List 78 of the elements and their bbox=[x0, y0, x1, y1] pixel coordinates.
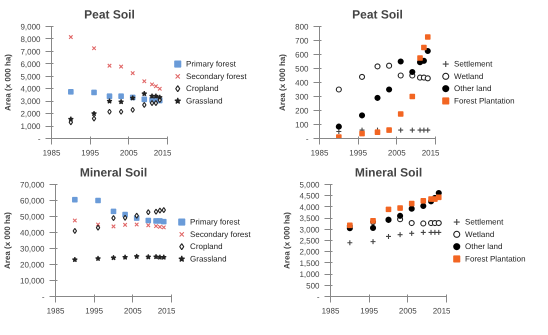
legend-label: Other land bbox=[465, 242, 502, 252]
y-tick-label: 30,000 bbox=[20, 244, 46, 254]
legend-label: Secondary forest bbox=[190, 230, 252, 239]
y-tick-label: 1,500 bbox=[299, 258, 320, 268]
x-tick-label: 2015 bbox=[154, 148, 172, 158]
y-axis-title: Area (x 000 ha) bbox=[3, 212, 12, 269]
y-tick-label: 60,000 bbox=[20, 196, 46, 206]
chart-title: Mineral Soil bbox=[80, 166, 148, 180]
y-tick-label: 1,000 bbox=[20, 122, 42, 132]
x-tick-label: 2005 bbox=[398, 306, 418, 316]
y-tick-label: 2,500 bbox=[299, 236, 320, 246]
y-tick-label: 50,000 bbox=[20, 212, 46, 222]
y-tick-label: 500 bbox=[306, 281, 320, 290]
x-tick-label: 2015 bbox=[158, 306, 176, 316]
legend-label: Grassland bbox=[186, 96, 223, 106]
chart-title: Peat Soil bbox=[352, 8, 403, 22]
y-tick-label: 70,000 bbox=[20, 180, 46, 190]
legend-label: Settlement bbox=[454, 60, 494, 69]
y-tick-label: 2,000 bbox=[20, 110, 42, 119]
legend-label: Forest Plantation bbox=[465, 254, 526, 264]
legend-label: Wetland bbox=[465, 230, 494, 239]
x-tick-label: 1985 bbox=[310, 148, 329, 158]
legend-label: Primary forest bbox=[190, 218, 241, 227]
legend-label: Other land bbox=[454, 84, 492, 94]
chart-title: Peat Soil bbox=[84, 8, 135, 22]
legend-label: Settlement bbox=[465, 218, 504, 227]
y-tick-label: 40,000 bbox=[20, 228, 46, 238]
y-tick-label: 4,000 bbox=[299, 202, 320, 212]
x-tick-label: 1985 bbox=[322, 306, 340, 316]
y-tick-label: 100 bbox=[295, 120, 310, 130]
x-tick-label: 1995 bbox=[85, 306, 104, 316]
legend-label: Cropland bbox=[186, 84, 219, 94]
y-tick-label: 5,000 bbox=[20, 72, 42, 82]
y-tick-label: 200 bbox=[295, 106, 310, 116]
x-tick-label: 1995 bbox=[81, 148, 100, 158]
x-tick-label: 2005 bbox=[388, 148, 406, 158]
y-tick-label: - bbox=[316, 292, 320, 302]
legend-label: Wetland bbox=[454, 72, 484, 81]
y-tick-label: 3,000 bbox=[20, 97, 42, 106]
legend-label: Grassland bbox=[190, 254, 227, 264]
y-tick-label: 20,000 bbox=[20, 260, 46, 270]
y-tick-label: 2,000 bbox=[299, 248, 320, 257]
y-tick-label: - bbox=[42, 292, 45, 302]
y-tick-label: - bbox=[38, 134, 41, 144]
y-axis-title: Area (x 000 ha) bbox=[3, 54, 12, 111]
y-axis-title: Area (x 000 ha) bbox=[278, 54, 288, 111]
y-axis-title: Area (x 000 ha) bbox=[282, 212, 292, 269]
y-tick-label: 600 bbox=[295, 50, 310, 60]
legend-label: Secondary forest bbox=[186, 72, 248, 81]
chart-title: Mineral Soil bbox=[354, 166, 422, 180]
x-tick-label: 1995 bbox=[360, 306, 379, 316]
legend-label: Forest Plantation bbox=[454, 96, 515, 106]
y-tick-label: 7,000 bbox=[20, 47, 42, 56]
y-tick-label: 5,000 bbox=[299, 180, 320, 190]
y-tick-label: 8,000 bbox=[20, 34, 42, 44]
x-tick-label: 1985 bbox=[46, 306, 65, 316]
y-tick-label: 1,000 bbox=[299, 270, 320, 280]
legend-label: Cropland bbox=[190, 242, 223, 252]
y-tick-label: 3,000 bbox=[299, 225, 320, 234]
y-tick-label: 9,000 bbox=[20, 22, 42, 32]
y-tick-label: 3,500 bbox=[299, 214, 320, 224]
y-tick-label: - bbox=[306, 134, 309, 144]
x-tick-label: 1985 bbox=[42, 148, 61, 158]
x-tick-label: 1995 bbox=[349, 148, 368, 158]
x-tick-label: 2005 bbox=[124, 306, 142, 316]
y-tick-label: 800 bbox=[295, 22, 310, 32]
x-tick-label: 2005 bbox=[120, 148, 138, 158]
y-tick-label: 4,500 bbox=[299, 192, 320, 201]
y-tick-label: 4,000 bbox=[20, 84, 42, 94]
x-tick-label: 2015 bbox=[432, 306, 452, 316]
y-tick-label: 700 bbox=[295, 36, 310, 46]
y-tick-label: 500 bbox=[295, 64, 310, 74]
y-tick-label: 300 bbox=[295, 92, 310, 102]
y-tick-label: 6,000 bbox=[20, 60, 42, 69]
y-tick-label: 10,000 bbox=[20, 276, 46, 286]
x-tick-label: 2015 bbox=[422, 148, 440, 158]
legend-label: Primary forest bbox=[186, 60, 237, 69]
y-tick-label: 400 bbox=[295, 78, 310, 88]
